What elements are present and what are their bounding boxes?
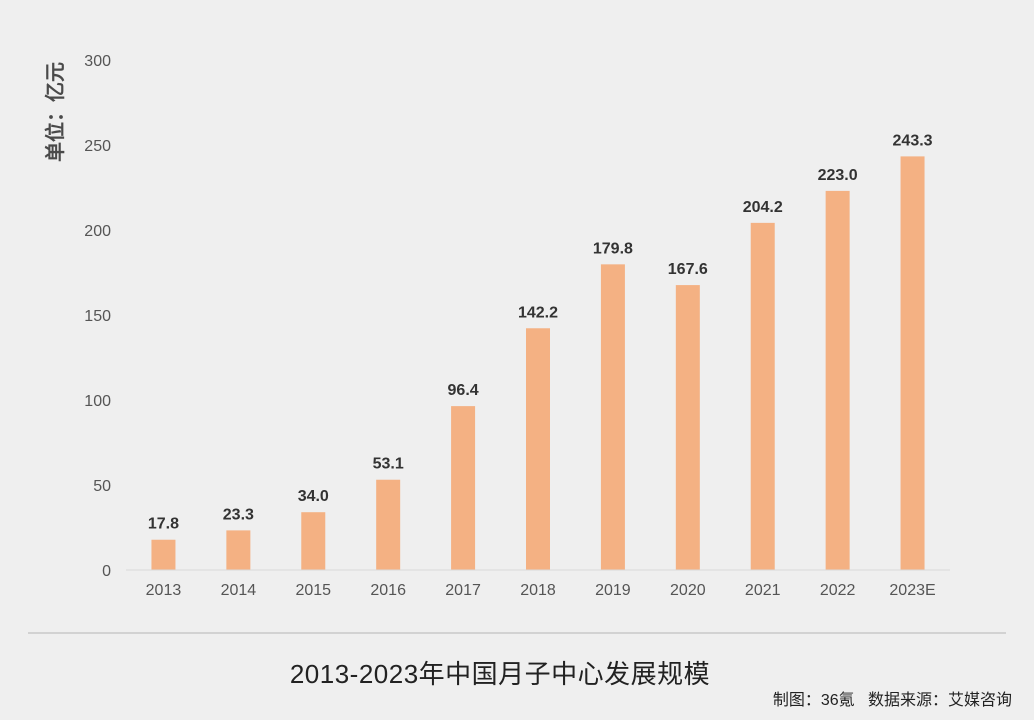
source-note: 制图：36氪 数据来源：艾媒咨询 bbox=[772, 692, 1012, 709]
y-tick-label: 200 bbox=[84, 223, 111, 240]
x-tick-label: 2016 bbox=[370, 582, 406, 599]
bar-value-label: 179.8 bbox=[593, 240, 633, 257]
bar-value-label: 34.0 bbox=[298, 488, 329, 505]
y-tick-label: 50 bbox=[93, 478, 111, 495]
x-axis-ticks: 2013 2014 2015 2016 2017 2018 2019 2020 2021 2022… bbox=[146, 582, 936, 599]
x-tick-label: 2014 bbox=[221, 582, 257, 599]
y-tick-label: 100 bbox=[84, 393, 111, 410]
bar bbox=[750, 222, 775, 571]
bar-value-label: 167.6 bbox=[668, 261, 708, 278]
bar-value-label: 53.1 bbox=[373, 456, 404, 473]
y-tick-label: 250 bbox=[84, 138, 111, 155]
bar bbox=[151, 539, 176, 570]
y-axis-label: 单位：亿元 bbox=[43, 62, 67, 162]
y-tick-label: 150 bbox=[84, 308, 111, 325]
chart-title: 2013-2023年中国月子中心发展规模 bbox=[289, 659, 711, 689]
x-tick-label: 2021 bbox=[745, 582, 781, 599]
x-tick-label: 2013 bbox=[146, 582, 182, 599]
bar bbox=[526, 328, 550, 570]
x-tick-label: 2020 bbox=[670, 582, 706, 599]
bar bbox=[600, 264, 625, 570]
bar bbox=[825, 190, 850, 570]
bar-value-label: 243.3 bbox=[893, 132, 933, 149]
x-tick-label: 2017 bbox=[445, 582, 481, 599]
x-tick-label: 2019 bbox=[595, 582, 631, 599]
bar-value-label: 96.4 bbox=[448, 382, 479, 399]
bar-value-label: 23.3 bbox=[223, 506, 254, 523]
bar-value-label: 223.0 bbox=[818, 167, 858, 184]
bar bbox=[900, 156, 925, 570]
bar bbox=[301, 512, 326, 570]
bar bbox=[226, 530, 251, 570]
value-labels: 17.8 23.3 34.0 53.1 96.4 142.2 179.8 167.6 204.2… bbox=[148, 132, 933, 532]
y-tick-label: 0 bbox=[102, 563, 111, 580]
x-tick-label: 2015 bbox=[295, 582, 331, 599]
x-tick-label: 2018 bbox=[520, 582, 556, 599]
x-tick-label: 2023E bbox=[889, 582, 935, 599]
bar bbox=[675, 285, 700, 570]
x-tick-label: 2022 bbox=[820, 582, 856, 599]
bar-value-label: 142.2 bbox=[518, 304, 558, 321]
bar bbox=[376, 479, 401, 570]
bar bbox=[451, 406, 476, 570]
bar-value-label: 17.8 bbox=[148, 516, 179, 533]
y-tick-label: 300 bbox=[84, 53, 111, 70]
y-axis-ticks: 0 50 100 150 200 250 300 bbox=[84, 53, 111, 580]
bar-value-label: 204.2 bbox=[743, 199, 783, 216]
bars bbox=[151, 156, 925, 571]
